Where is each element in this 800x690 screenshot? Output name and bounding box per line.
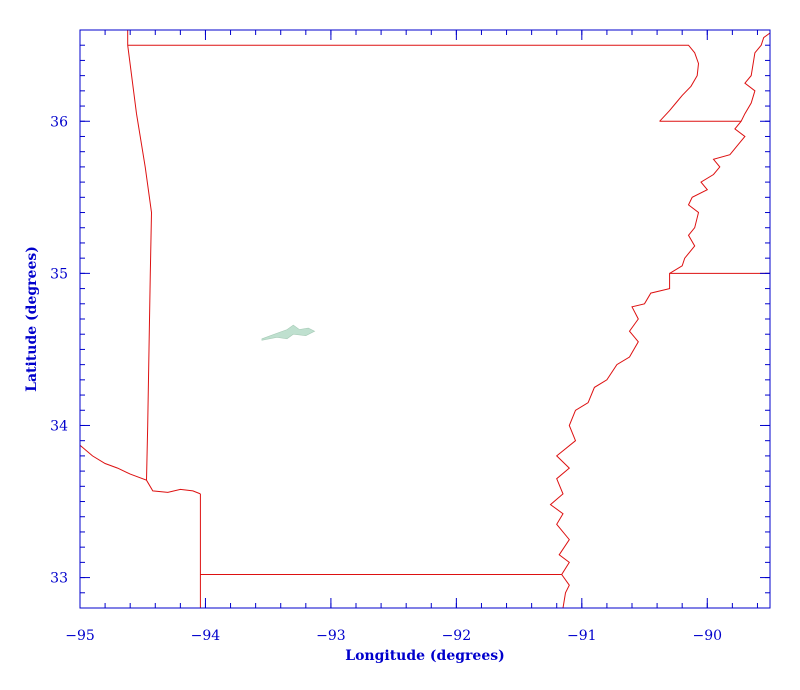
missouri-border [127, 44, 700, 122]
y-tick-label: 33 [50, 571, 68, 587]
x-tick-label: −93 [316, 628, 346, 644]
y-tick-label: 36 [50, 114, 68, 130]
y-tick-label: 35 [50, 266, 68, 282]
x-tick-label: −90 [692, 628, 722, 644]
axis-ticks [79, 29, 770, 609]
red-river [79, 444, 201, 495]
x-axis-title: Longitude (degrees) [345, 648, 505, 664]
tick-labels: −95 −94 −93 −92 −91 −90 33 34 35 36 [50, 114, 722, 644]
lake-ouachita [261, 324, 316, 341]
x-tick-label: −92 [442, 628, 472, 644]
mississippi-river [549, 32, 771, 609]
y-tick-label: 34 [50, 418, 68, 434]
map-layer [79, 30, 771, 609]
oklahoma-border [127, 30, 153, 481]
x-tick-label: −94 [191, 628, 221, 644]
y-axis-title: Latitude (degrees) [24, 246, 40, 392]
plot-frame [79, 29, 771, 609]
x-tick-label: −95 [65, 628, 95, 644]
x-tick-label: −91 [567, 628, 597, 644]
